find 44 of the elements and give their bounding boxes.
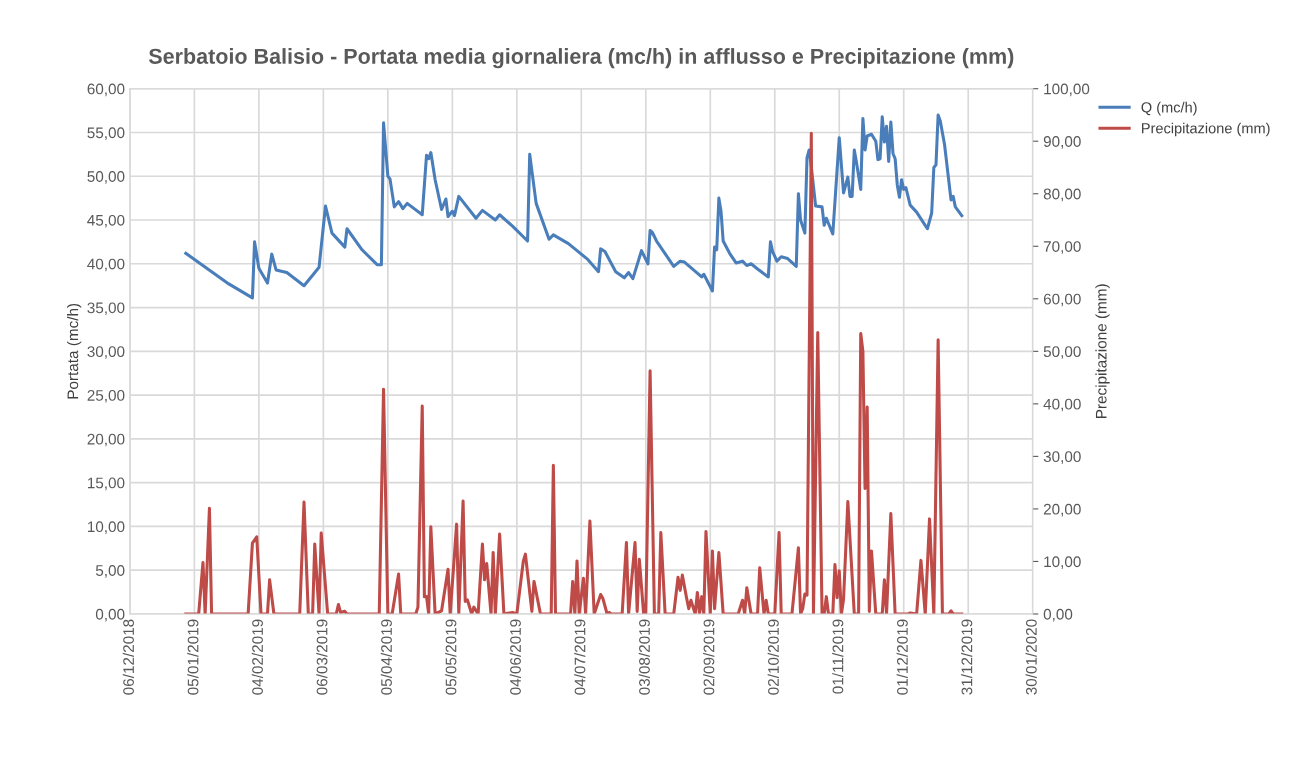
- y-tick-label: 10,00: [87, 521, 125, 534]
- y-tick-label: 15,00: [87, 477, 125, 491]
- y-tick-label: 25,00: [87, 389, 125, 403]
- y-tick-label: 35,00: [87, 302, 125, 316]
- line-series: [184, 131, 964, 614]
- y2-tick-label: 90,00: [1043, 136, 1081, 149]
- y2-tick-label: 20,00: [1043, 503, 1081, 517]
- y-tick-label: 60,00: [87, 83, 125, 97]
- y-tick-label: 55,00: [87, 127, 125, 140]
- y2-tick-label: 60,00: [1043, 293, 1081, 307]
- legend-label: Q (mc/h): [1141, 101, 1197, 116]
- y-tick-label: 50,00: [87, 171, 125, 184]
- y2-tick-label: 80,00: [1043, 188, 1081, 202]
- y2-tick-label: 70,00: [1043, 241, 1081, 254]
- chart-title: Serbatoio Balisio - Portata media giornaliera (mc/h) in afflusso e Precipitazione (mm): [148, 48, 1014, 69]
- y-tick-label: 40,00: [87, 258, 125, 272]
- y-tick-label: 45,00: [87, 214, 125, 228]
- x-tick-label: 30/01/2020: [1025, 619, 1037, 695]
- x-tick-label: 05/01/2019: [187, 619, 199, 695]
- x-tick-label: 01/11/2019: [832, 619, 844, 694]
- x-tick-label: 02/10/2019: [767, 619, 779, 695]
- x-tick-label: 06/03/2019: [316, 619, 328, 695]
- x-tick-label: 04/02/2019: [251, 619, 263, 695]
- x-tick-label: 02/09/2019: [703, 619, 715, 695]
- y-axis-title: Portata (mc/h): [67, 303, 82, 399]
- y2-tick-label: 100,00: [1044, 83, 1090, 97]
- y2-tick-label: 30,00: [1043, 451, 1081, 464]
- y2-tick-label: 50,00: [1043, 346, 1081, 359]
- y2-tick-label: 10,00: [1044, 556, 1081, 569]
- x-tick-label: 04/07/2019: [574, 619, 586, 695]
- y2-tick-label: 40,00: [1043, 398, 1081, 412]
- y2-axis-title: Precipitazione (mm): [1095, 284, 1110, 418]
- y-tick-label: 30,00: [87, 346, 125, 359]
- x-tick-label: 03/08/2019: [638, 619, 650, 695]
- legend-label: Precipitazione (mm): [1142, 122, 1270, 137]
- x-tick-label: 04/06/2019: [509, 619, 521, 695]
- x-tick-label: 31/12/2019: [961, 619, 973, 695]
- y-tick-label: 20,00: [87, 433, 125, 447]
- x-tick-label: 05/04/2019: [380, 619, 392, 695]
- y2-tick-label: 0,00: [1043, 608, 1073, 622]
- x-tick-label: 05/05/2019: [445, 619, 457, 695]
- x-tick-label: 01/12/2019: [896, 619, 908, 695]
- y-tick-label: 5,00: [95, 565, 125, 578]
- line-series: [184, 113, 964, 300]
